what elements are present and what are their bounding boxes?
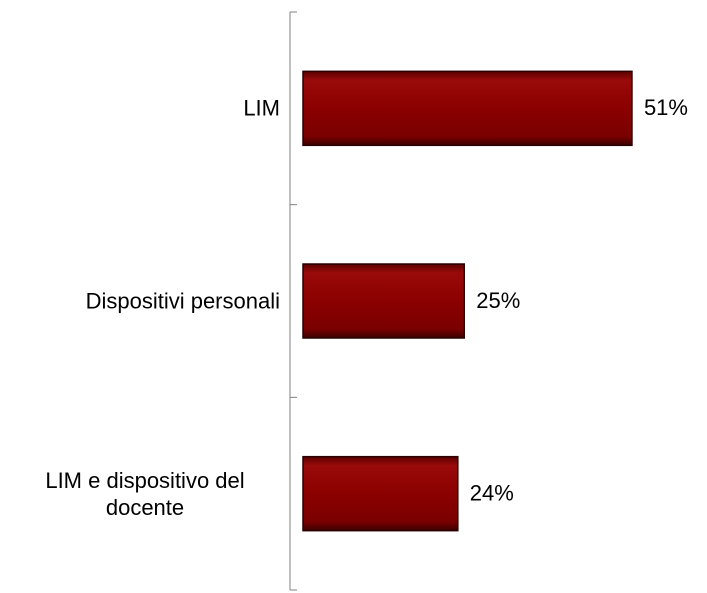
category-label: LIM — [243, 95, 280, 121]
bar — [302, 455, 459, 532]
data-label: 51% — [644, 95, 688, 120]
category-label: LIM e dispositivo del docente — [45, 467, 245, 520]
data-label: 24% — [470, 480, 514, 505]
category-label-box: Dispositivi personali — [0, 288, 280, 315]
category-label: Dispositivi personali — [85, 288, 280, 314]
bar — [302, 70, 633, 147]
bar — [302, 263, 465, 339]
category-label-box: LIM e dispositivo del docente — [0, 467, 280, 521]
data-label: 25% — [476, 288, 520, 313]
category-label-box: LIM — [0, 95, 280, 122]
